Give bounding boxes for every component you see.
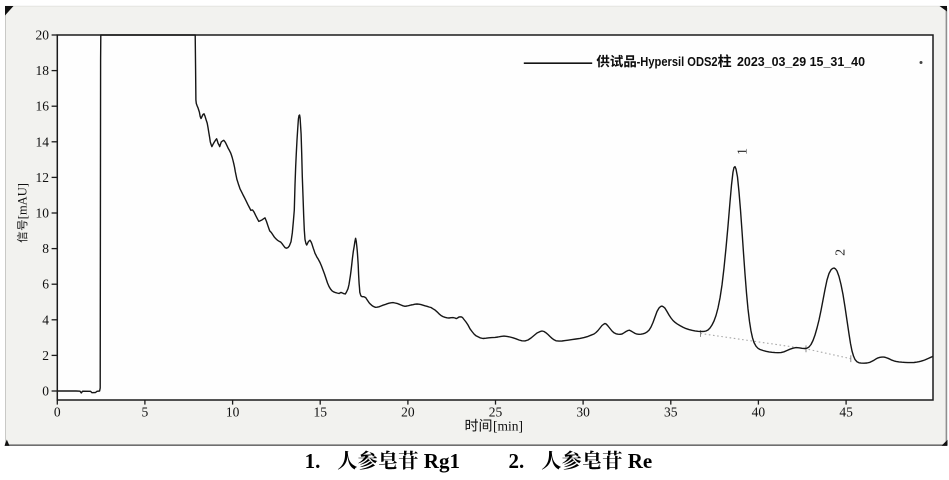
svg-text:6: 6 xyxy=(42,277,49,292)
svg-text:1: 1 xyxy=(736,148,751,155)
svg-text:1.: 1. xyxy=(305,449,321,473)
svg-text:2: 2 xyxy=(833,249,848,256)
svg-text:10: 10 xyxy=(226,405,240,420)
svg-text:25: 25 xyxy=(489,405,503,420)
svg-text:30: 30 xyxy=(576,405,590,420)
svg-text:Re: Re xyxy=(628,449,653,473)
svg-text:8: 8 xyxy=(42,241,49,256)
svg-text:[min]: [min] xyxy=(493,419,523,434)
svg-text:Rg1: Rg1 xyxy=(424,449,460,473)
svg-text:45: 45 xyxy=(839,405,853,420)
svg-text:35: 35 xyxy=(664,405,678,420)
svg-text:2023_03_29 15_31_40: 2023_03_29 15_31_40 xyxy=(737,54,865,69)
svg-text:-Hypersil ODS2: -Hypersil ODS2 xyxy=(637,54,718,69)
svg-text:16: 16 xyxy=(36,99,50,114)
svg-text:15: 15 xyxy=(313,405,327,420)
svg-text:5: 5 xyxy=(142,405,149,420)
svg-text:20: 20 xyxy=(36,28,50,43)
svg-text:12: 12 xyxy=(36,170,50,185)
svg-text:2: 2 xyxy=(42,348,49,363)
svg-text:4: 4 xyxy=(42,312,49,327)
svg-text:14: 14 xyxy=(36,134,50,149)
svg-text:0: 0 xyxy=(42,384,49,399)
svg-text:2.: 2. xyxy=(509,449,525,473)
svg-text:[mAU]: [mAU] xyxy=(16,183,30,219)
svg-text:10: 10 xyxy=(36,206,50,221)
svg-text:40: 40 xyxy=(752,405,766,420)
svg-text:18: 18 xyxy=(36,63,50,78)
svg-text:20: 20 xyxy=(401,405,415,420)
svg-text:0: 0 xyxy=(54,405,61,420)
